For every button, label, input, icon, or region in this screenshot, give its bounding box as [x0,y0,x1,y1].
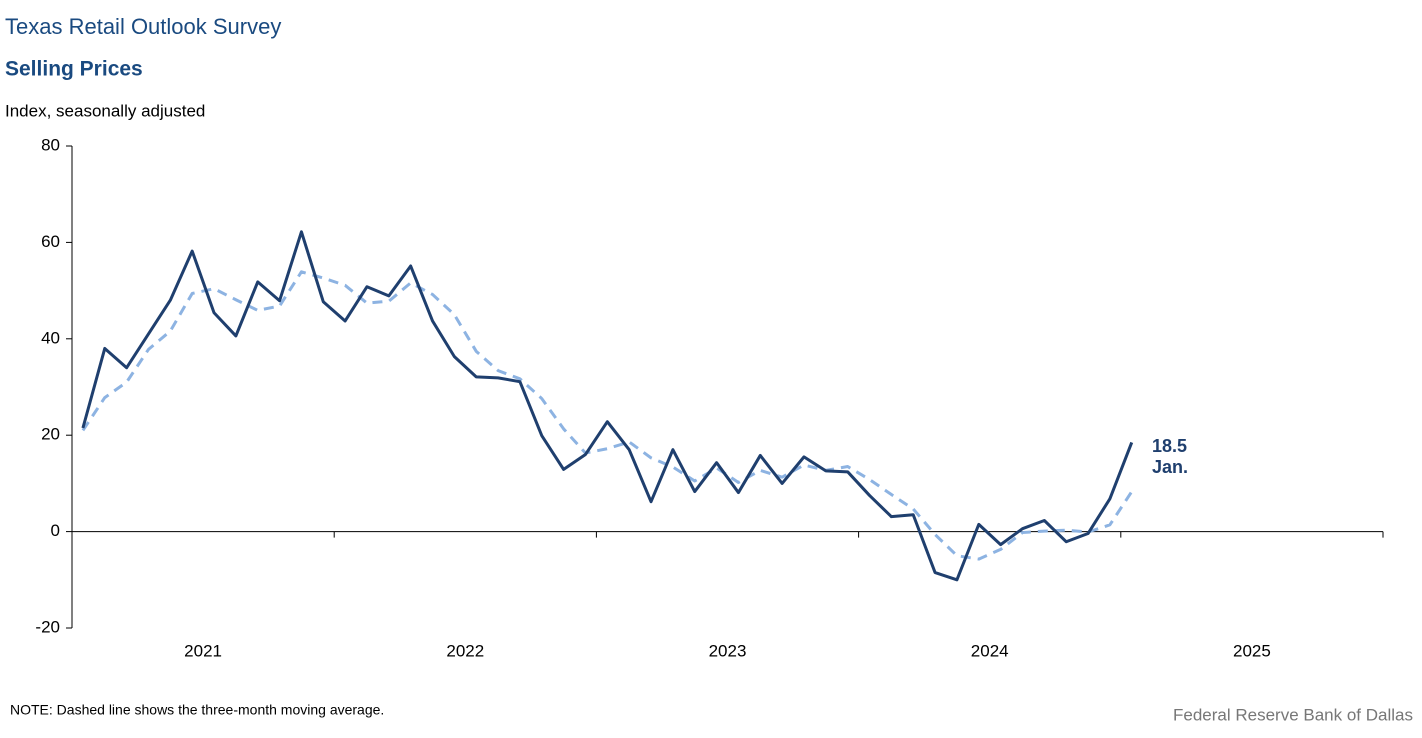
source: Federal Reserve Bank of Dallas [1173,705,1413,724]
y-tick-label: 60 [41,232,60,251]
chart-title: Texas Retail Outlook Survey [5,14,281,39]
y-tick-label: 80 [41,135,60,154]
y-tick-label: 20 [41,425,60,444]
y-axis-label: Index, seasonally adjusted [5,101,205,120]
annotation: Jan. [1152,457,1188,477]
chart-subtitle: Selling Prices [5,58,143,81]
note: NOTE: Dashed line shows the three-month … [10,702,384,718]
x-tick-label: 2022 [446,641,484,660]
y-tick-label: 40 [41,328,60,347]
x-tick-label: 2021 [184,641,222,660]
line-series [81,270,1133,561]
line-series [81,230,1134,582]
x-tick-label: 2023 [709,641,747,660]
y-tick-label: 0 [51,521,60,540]
x-tick-label: 2024 [971,641,1009,660]
annotation: 18.5 [1152,436,1187,456]
x-tick-label: 2025 [1233,641,1271,660]
y-tick-label: -20 [35,617,60,636]
